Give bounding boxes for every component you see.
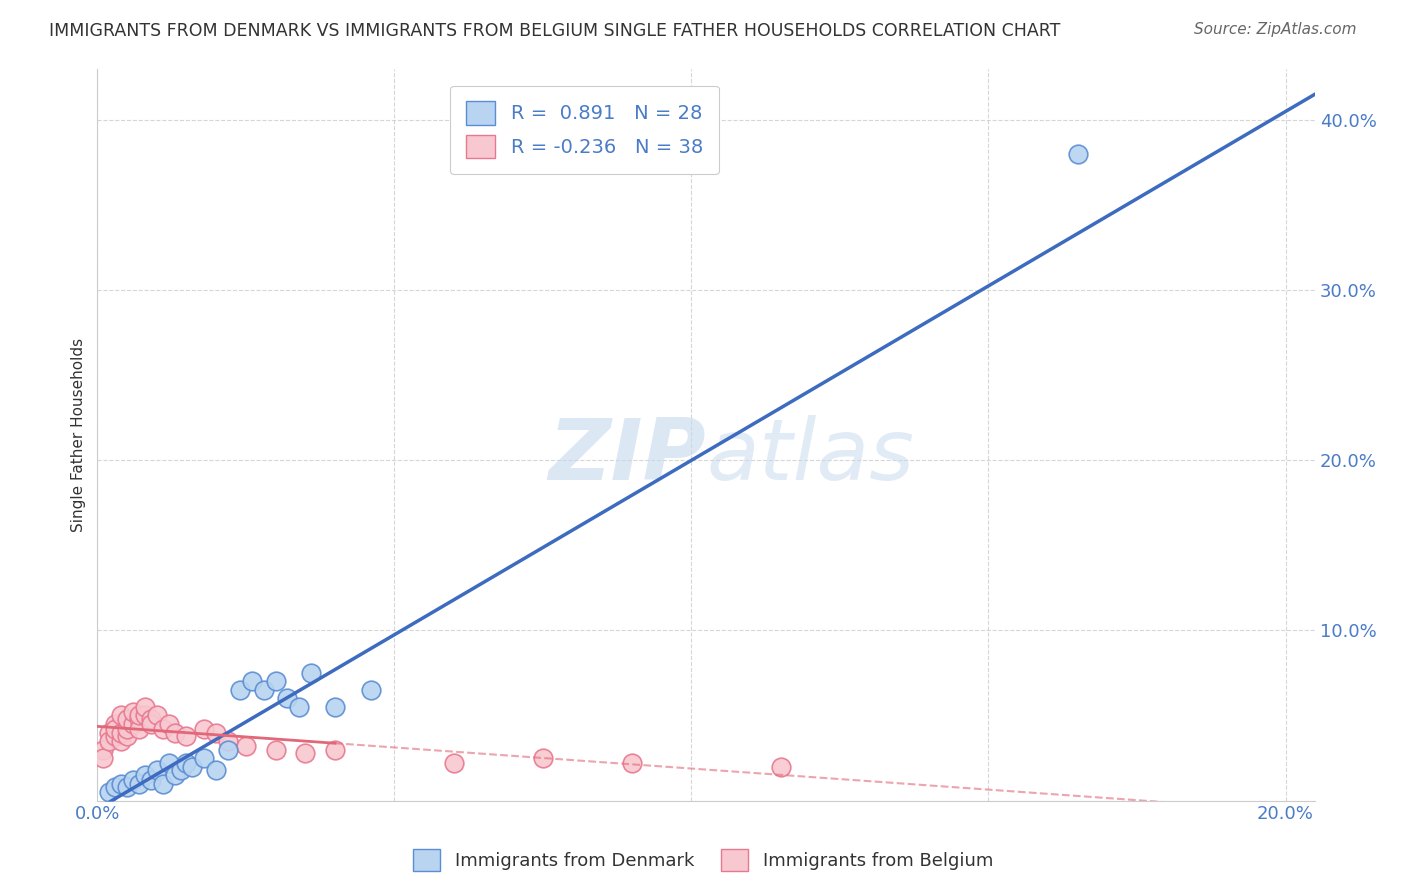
- Point: [264, 674, 287, 689]
- Point: [139, 773, 162, 788]
- Point: [98, 725, 121, 739]
- Text: IMMIGRANTS FROM DENMARK VS IMMIGRANTS FROM BELGIUM SINGLE FATHER HOUSEHOLDS CORR: IMMIGRANTS FROM DENMARK VS IMMIGRANTS FR…: [49, 22, 1060, 40]
- Point: [104, 717, 127, 731]
- Point: [157, 756, 180, 771]
- Point: [163, 725, 186, 739]
- Y-axis label: Single Father Households: Single Father Households: [72, 337, 86, 532]
- Point: [110, 708, 132, 723]
- Point: [104, 780, 127, 794]
- Point: [104, 729, 127, 743]
- Legend: R =  0.891   N = 28, R = -0.236   N = 38: R = 0.891 N = 28, R = -0.236 N = 38: [450, 86, 718, 174]
- Point: [288, 700, 311, 714]
- Point: [134, 768, 156, 782]
- Point: [264, 742, 287, 756]
- Point: [134, 708, 156, 723]
- Text: Source: ZipAtlas.com: Source: ZipAtlas.com: [1194, 22, 1357, 37]
- Point: [205, 763, 228, 777]
- Point: [531, 751, 554, 765]
- Point: [122, 705, 145, 719]
- Legend: Immigrants from Denmark, Immigrants from Belgium: Immigrants from Denmark, Immigrants from…: [406, 842, 1000, 879]
- Point: [163, 768, 186, 782]
- Point: [176, 729, 198, 743]
- Point: [235, 739, 257, 753]
- Point: [110, 734, 132, 748]
- Text: ZIP: ZIP: [548, 415, 706, 498]
- Point: [139, 712, 162, 726]
- Point: [115, 722, 138, 736]
- Point: [139, 717, 162, 731]
- Point: [115, 729, 138, 743]
- Point: [98, 785, 121, 799]
- Point: [181, 759, 204, 773]
- Point: [134, 700, 156, 714]
- Point: [169, 763, 191, 777]
- Point: [323, 742, 346, 756]
- Point: [128, 722, 150, 736]
- Point: [91, 742, 114, 756]
- Point: [253, 682, 276, 697]
- Point: [115, 780, 138, 794]
- Point: [193, 722, 215, 736]
- Point: [110, 725, 132, 739]
- Point: [157, 717, 180, 731]
- Point: [276, 691, 298, 706]
- Point: [217, 742, 239, 756]
- Point: [294, 746, 316, 760]
- Point: [122, 773, 145, 788]
- Point: [205, 725, 228, 739]
- Point: [217, 734, 239, 748]
- Point: [122, 717, 145, 731]
- Point: [104, 722, 127, 736]
- Point: [98, 734, 121, 748]
- Point: [145, 708, 167, 723]
- Point: [128, 712, 150, 726]
- Point: [193, 751, 215, 765]
- Point: [128, 708, 150, 723]
- Point: [152, 776, 174, 790]
- Point: [145, 763, 167, 777]
- Text: atlas: atlas: [706, 415, 914, 498]
- Point: [115, 712, 138, 726]
- Point: [128, 776, 150, 790]
- Point: [299, 665, 322, 680]
- Point: [360, 682, 382, 697]
- Point: [323, 700, 346, 714]
- Point: [769, 759, 792, 773]
- Point: [152, 722, 174, 736]
- Point: [110, 776, 132, 790]
- Point: [176, 756, 198, 771]
- Point: [1066, 146, 1088, 161]
- Point: [91, 751, 114, 765]
- Point: [229, 682, 252, 697]
- Point: [443, 756, 465, 771]
- Point: [621, 756, 644, 771]
- Point: [240, 674, 263, 689]
